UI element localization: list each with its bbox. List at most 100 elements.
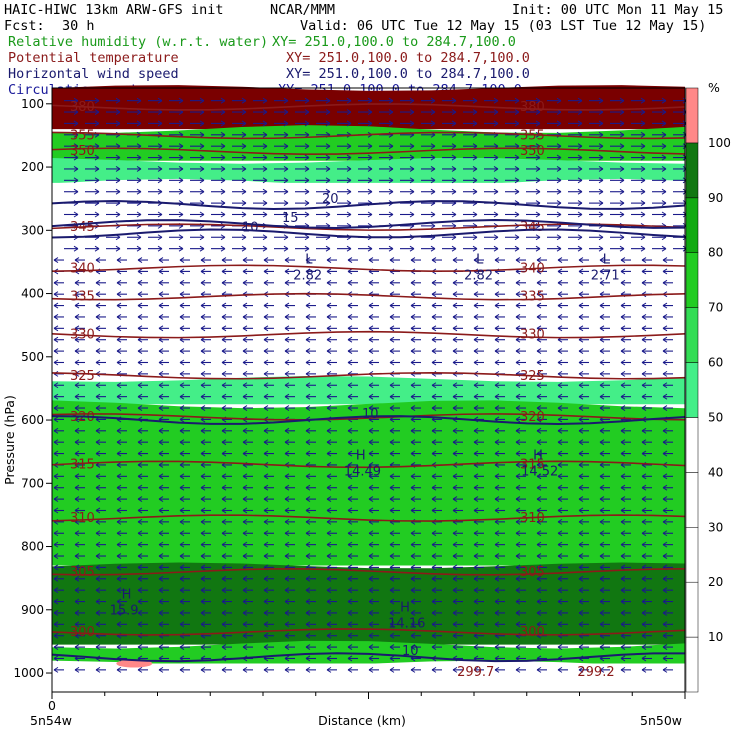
wind-vector-head (95, 382, 101, 389)
wind-vector-head (514, 211, 520, 218)
wind-vector-head (473, 496, 479, 503)
wind-vector-head (368, 484, 374, 491)
wind-vector-head (242, 632, 248, 639)
wind-vector-head (388, 188, 394, 195)
wind-vector-head (619, 154, 625, 161)
wind-vector-head (452, 473, 458, 480)
wind-vector-head (200, 370, 206, 377)
wind-vector-head (473, 279, 479, 286)
wind-vector-head (158, 473, 164, 480)
wind-vector-head (430, 120, 436, 127)
wind-vector-head (263, 632, 269, 639)
wind-speed-label: 15 (282, 211, 299, 226)
wind-vector-head (115, 166, 121, 172)
wind-vector-head (410, 325, 416, 332)
wind-vector-head (53, 325, 59, 332)
wind-vector-head (431, 382, 437, 389)
wind-vector-head (619, 177, 625, 184)
wind-vector-head (389, 553, 395, 559)
wind-vector-head (136, 188, 142, 195)
wind-vector-head (263, 496, 269, 503)
wind-speed-label: 10 (402, 644, 419, 659)
wind-vector-head (200, 587, 206, 594)
wind-vector-head (94, 154, 100, 161)
wind-vector-head (74, 610, 80, 616)
wind-vector-head (305, 336, 311, 343)
wind-vector-head (242, 268, 248, 275)
wind-vector-head (347, 541, 353, 548)
wind-vector-head (662, 257, 668, 263)
wind-vector-head (368, 632, 374, 639)
wind-vector-head (577, 211, 583, 218)
rh-band (52, 85, 685, 130)
wind-vector-head (284, 553, 290, 559)
wind-speed-contour (51, 228, 686, 239)
theta-label: 315 (520, 457, 545, 472)
wind-vector-head (494, 450, 500, 457)
wind-vector-head (53, 564, 59, 571)
wind-vector-head (347, 348, 353, 355)
wind-vector-head (368, 314, 374, 320)
wind-vector-head (494, 393, 500, 400)
wind-vector-head (136, 211, 142, 218)
wind-vector-head (431, 393, 437, 400)
wind-vector-head (346, 109, 352, 115)
wind-vector-head (284, 314, 290, 320)
wind-vector-head (493, 166, 499, 172)
wind-vector-head (241, 200, 247, 207)
wind-vector-head (410, 427, 416, 434)
wind-vector-head (53, 587, 59, 594)
wind-vector-head (326, 268, 332, 275)
wind-vector-head (389, 314, 395, 320)
wind-vector-head (158, 370, 164, 377)
wind-vector-head (347, 484, 353, 491)
wind-vector-head (515, 314, 521, 320)
wind-vector-head (578, 370, 584, 377)
wind-vector-head (577, 188, 583, 195)
wind-vector-head (179, 553, 185, 559)
wind-vector-head (115, 97, 121, 104)
wind-vector-head (116, 553, 122, 559)
wind-vector-head (262, 109, 268, 115)
wind-vector-head (95, 587, 101, 594)
wind-vector-head (325, 211, 331, 218)
wind-vector-head (325, 245, 331, 252)
wind-vector-head (662, 279, 668, 286)
wind-vector-head (661, 120, 667, 127)
extremum-value: 2.71 (591, 268, 620, 283)
wind-vector-head (389, 575, 395, 582)
wind-vector-head (200, 598, 206, 605)
wind-vector-head (536, 564, 542, 571)
wind-vector-head (557, 484, 563, 491)
wind-vector-head (473, 553, 479, 559)
wind-vector-head (347, 427, 353, 434)
wind-vector-head (599, 473, 605, 480)
wind-vector-head (599, 541, 605, 548)
wind-vector-head (179, 610, 185, 616)
theta-contour (51, 330, 686, 339)
wind-vector-head (325, 188, 331, 195)
wind-vector-head (662, 484, 668, 491)
extremum-kind: L (305, 252, 313, 267)
wind-vector-head (137, 382, 143, 389)
theta-contour (51, 568, 686, 576)
wind-vector-head (452, 507, 458, 514)
wind-vector-head (74, 598, 80, 605)
wind-vector-head (95, 291, 101, 298)
wind-vector-head (116, 541, 122, 548)
wind-vector-head (389, 484, 395, 491)
wind-vector-head (451, 97, 457, 104)
wind-vector-head (242, 257, 248, 263)
wind-vector-head (326, 314, 332, 320)
wind-vector-head (95, 541, 101, 548)
wind-vector-head (451, 188, 457, 195)
theta-label: 340 (70, 261, 95, 276)
wind-vector-head (326, 484, 332, 491)
wind-vector-head (242, 518, 248, 525)
wind-vector-head (221, 257, 227, 263)
wind-vector-head (641, 484, 647, 491)
wind-vector-head (410, 541, 416, 548)
wind-vector-head (284, 325, 290, 332)
wind-vector-head (137, 496, 143, 503)
wind-vector-head (137, 291, 143, 298)
